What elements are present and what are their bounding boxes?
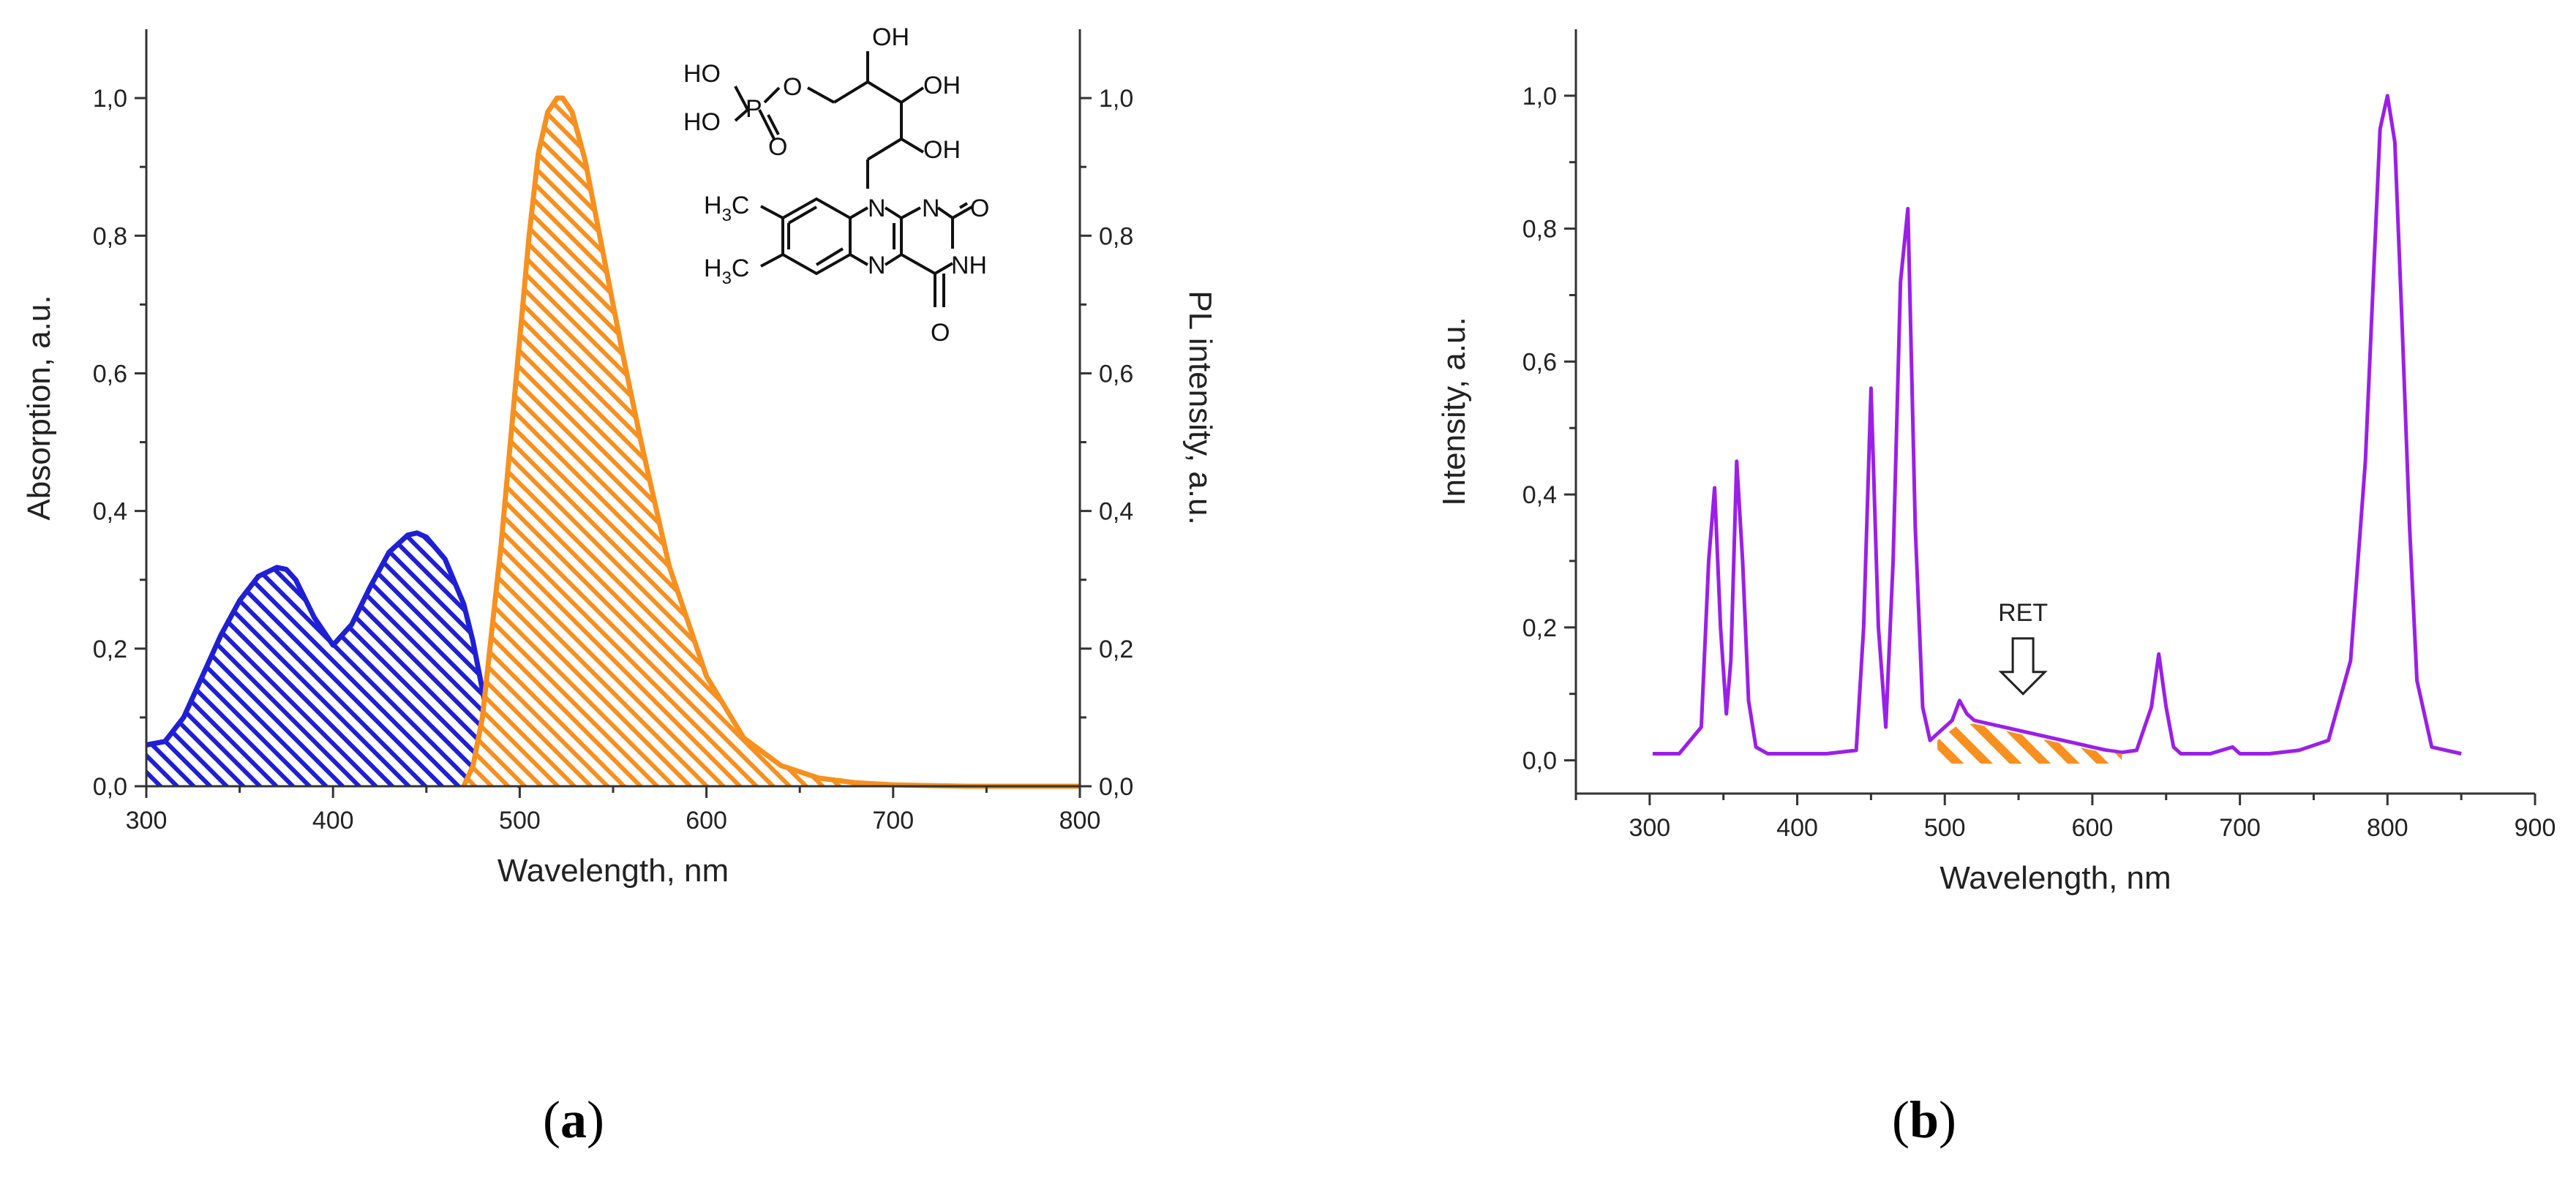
atom-label-n-ring-top: N <box>868 195 886 222</box>
series-1-line <box>461 95 1080 789</box>
atom-label-o-dbl-p: O <box>768 133 787 161</box>
ret-arrow-icon <box>1998 637 2048 696</box>
series-0-line <box>1652 94 2462 756</box>
chart-b: 300 400 500 600 700 800 900 0,0 0,2 0,4 0,6 0,8 1,0 W… <box>1436 29 2556 896</box>
y-tick-label: 0,4 <box>1522 481 1557 509</box>
atom-label-p: P <box>746 95 762 123</box>
y-tick-label: 0,2 <box>1522 614 1557 642</box>
y-axis-title: Intensity, a.u. <box>1436 317 1472 505</box>
methyl-c: C <box>732 255 750 282</box>
y-tick-label: 0,6 <box>1522 348 1557 376</box>
atom-label-oh-top: OH <box>872 23 909 51</box>
x-tick-label: 600 <box>686 807 727 835</box>
y-tick-label: 1,0 <box>93 85 127 113</box>
x-tick-label: 300 <box>126 807 168 835</box>
methyl-sub: 3 <box>722 268 732 288</box>
y-tick-label: 0,6 <box>93 360 127 388</box>
y2-tick-label: 0,2 <box>1099 636 1133 663</box>
x-tick-label: 500 <box>1924 814 1966 842</box>
x-tick-label: 900 <box>2515 814 2556 842</box>
atom-label-n-ring-right: N <box>922 195 940 222</box>
y-tick-label: 0,4 <box>93 498 127 526</box>
y2-tick-label: 1,0 <box>1099 85 1133 113</box>
atom-label-o-bottom: O <box>931 319 950 347</box>
x-tick-label: 700 <box>2219 814 2261 842</box>
flavin-mononucleotide-structure <box>734 51 974 307</box>
y-tick-label: 0,0 <box>1522 747 1557 775</box>
atom-label-oh-mid: OH <box>923 72 961 99</box>
series-0-area <box>146 532 520 786</box>
panel-b-label: (b) <box>1892 1091 1957 1149</box>
x-tick-label: 300 <box>1629 814 1670 842</box>
y2-tick-label: 0,0 <box>1099 773 1133 801</box>
series-1-area <box>463 98 1080 787</box>
atom-label-ho-bot: HO <box>683 108 721 136</box>
x-axis-title: Wavelength, nm <box>1939 860 2171 896</box>
atom-label-ho-top: HO <box>683 60 721 88</box>
atom-label-o-link: O <box>783 73 802 101</box>
y2-axis-title: PL intensity, a.u. <box>1182 290 1218 524</box>
methyl-c: C <box>732 192 750 219</box>
y-tick-label: 1,0 <box>1522 83 1557 110</box>
y2-tick-label: 0,8 <box>1099 222 1133 250</box>
y2-tick-label: 0,6 <box>1099 360 1133 388</box>
y-tick-label: 0,8 <box>93 222 127 250</box>
atom-label-nh: NH <box>951 252 987 279</box>
y2-tick-label: 0,4 <box>1099 498 1133 526</box>
ret-annotation-label: RET <box>1998 599 2048 627</box>
chart-a: 300 400 500 600 700 800 0,0 0,0 0,2 0,2 0,4 0,4 0,6 0… <box>21 29 1218 889</box>
x-tick-label: 800 <box>1059 807 1101 835</box>
methyl-sub: 3 <box>722 206 732 225</box>
x-tick-label: 700 <box>872 807 914 835</box>
methyl-h: H <box>704 192 722 219</box>
methyl-h: H <box>704 255 722 282</box>
x-tick-label: 800 <box>2367 814 2408 842</box>
y-tick-label: 0,2 <box>93 636 127 663</box>
x-tick-label: 400 <box>1776 814 1818 842</box>
x-tick-label: 600 <box>2072 814 2114 842</box>
panel-a-label: (a) <box>543 1091 604 1149</box>
methyl-label: H3C <box>704 192 749 225</box>
y-tick-label: 0,8 <box>1522 216 1557 244</box>
series-0-line <box>146 530 522 788</box>
x-tick-label: 500 <box>499 807 541 835</box>
atom-label-o-right: O <box>970 195 989 222</box>
x-tick-label: 400 <box>312 807 354 835</box>
y-tick-label: 0,0 <box>93 773 127 801</box>
atom-label-oh-low: OH <box>923 136 961 164</box>
x-axis-title: Wavelength, nm <box>497 853 729 889</box>
methyl-label: H3C <box>704 255 749 288</box>
series-1-area <box>1937 723 2122 764</box>
atom-label-n-bottom: N <box>868 252 886 279</box>
y-axis-title: Absorption, a.u. <box>21 295 57 520</box>
